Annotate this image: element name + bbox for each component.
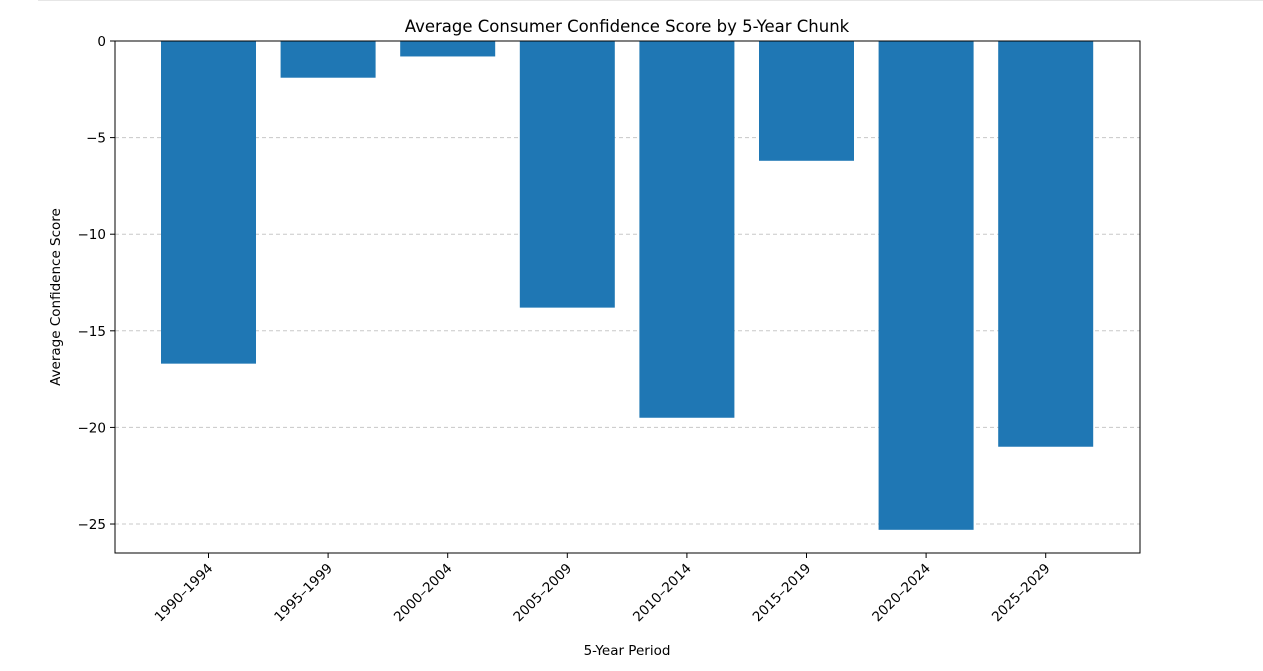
- y-axis-ticks: 0 −5 −10 −15 −20 −25: [78, 34, 115, 533]
- y-tick-label: −10: [78, 227, 107, 243]
- bar: [161, 41, 256, 364]
- grid-lines: [115, 40, 1140, 525]
- chart-title: Average Consumer Confidence Score by 5-Y…: [405, 17, 850, 36]
- bars: [161, 41, 1094, 530]
- bar: [759, 41, 854, 161]
- top-divider: [38, 0, 1263, 1]
- x-tick-label: 2010–2014: [630, 561, 695, 626]
- bar: [519, 41, 615, 308]
- y-tick-label: −15: [78, 324, 107, 340]
- y-tick-label: 0: [97, 34, 106, 50]
- x-tick-label: 2000–2004: [391, 561, 456, 626]
- x-tick-label: 1990–1994: [152, 561, 217, 626]
- y-tick-label: −20: [78, 420, 107, 436]
- y-tick-label: −5: [86, 131, 106, 147]
- plot-frame: [114, 40, 1141, 554]
- x-tick-label: 2015–2019: [750, 561, 815, 626]
- y-axis-label: Average Confidence Score: [48, 208, 64, 386]
- x-tick-label: 2020–2024: [869, 561, 934, 626]
- x-axis-label: 5-Year Period: [584, 643, 671, 659]
- x-tick-label: 2005–2009: [510, 561, 575, 626]
- bar: [639, 41, 735, 418]
- x-tick-label: 1995–1999: [271, 561, 336, 626]
- x-axis-ticks: 1990–1994 1995–1999 2000–2004 2005–2009 2010…: [152, 553, 1054, 625]
- y-tick-label: −25: [78, 517, 107, 533]
- x-tick-label: 2025–2029: [989, 561, 1054, 626]
- bar: [878, 41, 974, 530]
- bar: [280, 41, 376, 78]
- bar: [998, 41, 1094, 447]
- bar: [400, 41, 496, 57]
